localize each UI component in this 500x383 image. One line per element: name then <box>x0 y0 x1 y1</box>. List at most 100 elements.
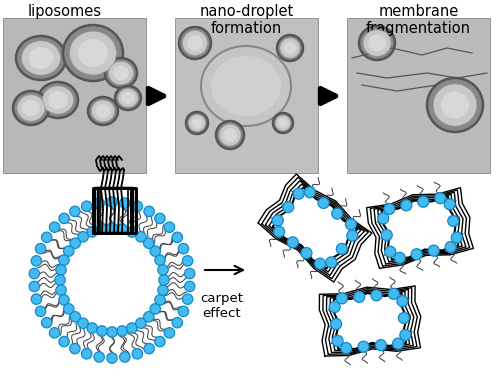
Circle shape <box>31 255 42 266</box>
Circle shape <box>94 198 104 208</box>
Ellipse shape <box>192 118 202 129</box>
Bar <box>3 18 146 173</box>
Ellipse shape <box>273 113 293 133</box>
Circle shape <box>64 304 74 314</box>
Circle shape <box>336 293 347 304</box>
Circle shape <box>182 255 193 266</box>
Circle shape <box>55 275 65 285</box>
Ellipse shape <box>280 38 300 58</box>
Circle shape <box>126 227 137 237</box>
Circle shape <box>434 193 446 204</box>
Circle shape <box>400 329 411 340</box>
Circle shape <box>346 219 356 230</box>
Circle shape <box>29 281 40 291</box>
Ellipse shape <box>105 58 137 88</box>
Circle shape <box>136 232 146 242</box>
Circle shape <box>314 258 326 269</box>
Ellipse shape <box>441 92 469 118</box>
Ellipse shape <box>216 121 244 149</box>
Circle shape <box>164 222 174 232</box>
Circle shape <box>274 226 284 237</box>
Circle shape <box>452 232 462 243</box>
Ellipse shape <box>88 97 118 125</box>
Text: liposomes: liposomes <box>28 4 102 19</box>
Ellipse shape <box>92 100 114 122</box>
Circle shape <box>282 201 294 213</box>
Circle shape <box>272 215 283 226</box>
Ellipse shape <box>219 124 241 146</box>
Circle shape <box>341 343 352 354</box>
Circle shape <box>150 246 160 256</box>
Circle shape <box>388 288 399 300</box>
Ellipse shape <box>63 25 123 81</box>
Ellipse shape <box>284 41 296 54</box>
Ellipse shape <box>115 86 141 110</box>
Ellipse shape <box>17 95 45 121</box>
Circle shape <box>50 222 60 232</box>
Circle shape <box>107 223 117 233</box>
Circle shape <box>158 285 168 295</box>
Circle shape <box>158 265 168 275</box>
Circle shape <box>178 306 188 316</box>
Circle shape <box>178 244 188 254</box>
Ellipse shape <box>188 115 206 132</box>
Ellipse shape <box>179 27 211 59</box>
Circle shape <box>371 290 382 301</box>
Circle shape <box>144 238 154 249</box>
Circle shape <box>336 244 347 254</box>
Ellipse shape <box>223 128 237 142</box>
Circle shape <box>78 232 88 242</box>
Circle shape <box>159 275 169 285</box>
Circle shape <box>107 327 117 337</box>
Circle shape <box>288 237 298 248</box>
Circle shape <box>96 224 107 234</box>
Ellipse shape <box>108 61 134 85</box>
Ellipse shape <box>122 92 134 104</box>
Ellipse shape <box>211 56 281 116</box>
Circle shape <box>59 255 69 265</box>
Circle shape <box>70 344 80 354</box>
Circle shape <box>332 336 343 346</box>
Circle shape <box>82 349 92 359</box>
Ellipse shape <box>78 39 108 67</box>
Circle shape <box>120 352 130 362</box>
Circle shape <box>330 318 342 329</box>
Circle shape <box>394 252 406 264</box>
Circle shape <box>42 232 52 242</box>
Circle shape <box>144 311 154 322</box>
Circle shape <box>82 201 92 211</box>
Circle shape <box>59 336 70 347</box>
Circle shape <box>87 323 98 333</box>
Circle shape <box>184 281 195 291</box>
Circle shape <box>164 327 174 338</box>
Ellipse shape <box>187 35 203 51</box>
Ellipse shape <box>16 36 66 80</box>
Circle shape <box>56 265 66 275</box>
Circle shape <box>132 349 142 359</box>
Ellipse shape <box>13 91 49 125</box>
Circle shape <box>418 196 429 207</box>
Circle shape <box>42 318 52 328</box>
Ellipse shape <box>186 112 208 134</box>
Circle shape <box>318 198 329 208</box>
Circle shape <box>120 198 130 208</box>
Ellipse shape <box>359 26 395 60</box>
Circle shape <box>136 318 146 329</box>
Circle shape <box>397 296 408 307</box>
Ellipse shape <box>113 65 129 80</box>
Text: carpet
effect: carpet effect <box>200 292 244 320</box>
Circle shape <box>31 294 42 304</box>
Ellipse shape <box>42 86 74 114</box>
Circle shape <box>56 285 66 295</box>
Ellipse shape <box>22 41 60 75</box>
Circle shape <box>70 311 80 322</box>
Ellipse shape <box>118 88 138 107</box>
Circle shape <box>155 295 165 305</box>
Ellipse shape <box>427 78 483 132</box>
Circle shape <box>144 206 154 217</box>
Polygon shape <box>382 196 458 260</box>
Text: membrane
fragmentation: membrane fragmentation <box>366 4 471 36</box>
Circle shape <box>144 344 154 354</box>
Circle shape <box>50 327 60 338</box>
Circle shape <box>347 230 358 241</box>
